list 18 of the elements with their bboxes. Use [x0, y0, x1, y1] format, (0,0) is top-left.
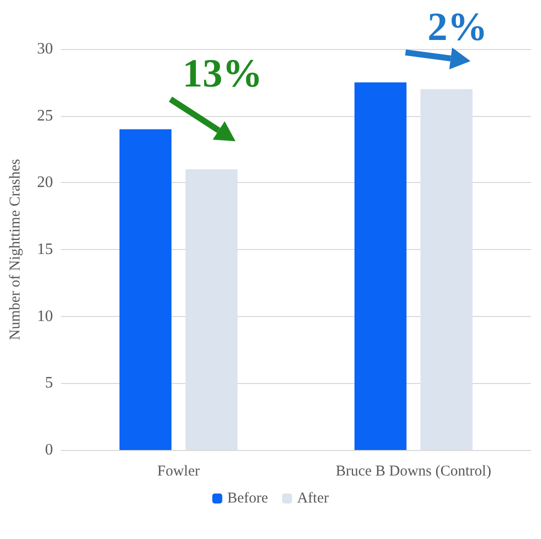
y-tick-label: 25: [37, 107, 53, 124]
y-tick-label: 10: [37, 308, 53, 325]
y-tick-label: 15: [37, 241, 53, 258]
text: 2%: [428, 4, 488, 49]
y-tick-label: 20: [37, 174, 53, 192]
y-tick-label: 5: [45, 374, 53, 392]
bar: [186, 169, 238, 450]
bar: [420, 89, 473, 450]
x-tick-label: Fowler: [157, 464, 200, 480]
y-axis-title: Number of Nighttime Crashes: [8, 158, 24, 340]
y-tick-label: 30: [37, 40, 53, 58]
bar: [119, 129, 172, 450]
legend-label: After: [297, 490, 329, 506]
bar: [354, 82, 406, 450]
y-tick-label: 0: [45, 442, 53, 458]
legend-label: Before: [227, 490, 268, 506]
x-tick-label: Bruce B Downs (Control): [336, 464, 492, 480]
annotation: 13%: [182, 50, 262, 96]
